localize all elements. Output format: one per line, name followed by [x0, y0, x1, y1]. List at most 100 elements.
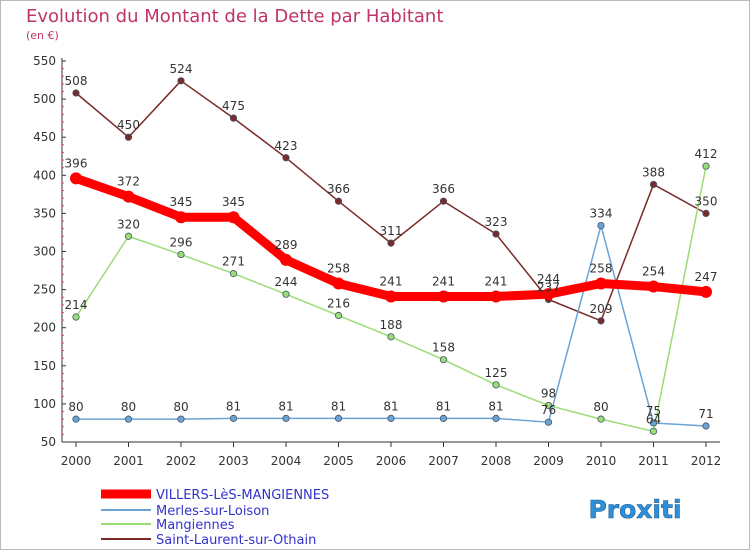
- data-point: [282, 290, 290, 298]
- brand-name: Proxiti: [588, 495, 681, 524]
- data-label: 80: [68, 400, 83, 414]
- data-point: [280, 253, 292, 266]
- data-point: [649, 427, 658, 435]
- y-tick-label: 250: [33, 283, 56, 297]
- data-label: 98: [541, 386, 556, 400]
- data-label: 372: [117, 175, 140, 189]
- data-label: 80: [173, 400, 188, 414]
- data-point: [229, 114, 238, 122]
- data-label: 323: [485, 215, 508, 229]
- data-point: [437, 290, 450, 303]
- data-point: [385, 290, 397, 303]
- data-label: 241: [432, 274, 455, 288]
- data-label: 320: [117, 217, 140, 231]
- legend-label: VILLERS-LèS-MANGIENNES: [156, 488, 329, 503]
- x-tick-label: 2012: [691, 454, 722, 468]
- labels-layer: 508 450 524 475 423 366 311 366 323 237 209 388 350 2…: [65, 62, 718, 427]
- y-tick-label: 150: [33, 359, 56, 373]
- y-tick-label: 450: [33, 130, 56, 144]
- data-point: [492, 230, 500, 238]
- data-point: [334, 414, 343, 422]
- data-label: 423: [275, 139, 298, 153]
- data-label: 64: [646, 412, 661, 426]
- data-point: [334, 197, 343, 205]
- data-point: [122, 190, 135, 203]
- data-point: [387, 333, 395, 341]
- data-point: [439, 356, 448, 364]
- data-point: [72, 89, 80, 97]
- data-point: [542, 288, 555, 301]
- data-label: 188: [380, 318, 403, 332]
- data-label: 125: [485, 366, 508, 380]
- data-label: 81: [383, 399, 398, 413]
- data-label: 80: [121, 400, 136, 414]
- data-point: [490, 290, 502, 303]
- data-point: [282, 414, 290, 422]
- data-point: [72, 415, 80, 423]
- data-point: [282, 154, 290, 162]
- data-point: [595, 277, 607, 290]
- y-tick-label: 50: [41, 435, 56, 449]
- data-label: 388: [642, 165, 665, 179]
- data-label: 334: [590, 207, 613, 221]
- data-label: 296: [170, 236, 193, 250]
- data-point: [649, 180, 658, 189]
- data-label: 81: [436, 399, 451, 413]
- data-point: [177, 415, 185, 423]
- data-point: [597, 317, 605, 325]
- data-point: [70, 172, 82, 185]
- x-tick-label: 2010: [586, 454, 617, 468]
- data-label: 71: [698, 407, 713, 421]
- chart-title: Evolution du Montant de la Dette par Hab…: [26, 6, 443, 27]
- data-label: 311: [380, 224, 403, 238]
- legend-label: Saint-Laurent-sur-Othain: [156, 533, 316, 548]
- data-point: [597, 415, 605, 423]
- data-label: 241: [380, 274, 403, 288]
- x-tick-label: 2008: [481, 454, 512, 468]
- data-label: 524: [170, 62, 193, 76]
- data-point: [175, 211, 187, 224]
- x-tick-label: 2004: [271, 454, 302, 468]
- data-point: [124, 415, 133, 423]
- data-point: [334, 311, 343, 320]
- data-label: 237: [537, 281, 560, 295]
- data-point: [700, 285, 712, 298]
- data-label: 345: [170, 195, 193, 209]
- chart-subtitle: (en €): [26, 29, 59, 42]
- x-tick-label: 2001: [113, 454, 144, 468]
- data-label: 81: [331, 399, 346, 413]
- data-label: 158: [432, 341, 455, 355]
- data-point: [647, 280, 660, 293]
- y-tick-label: 350: [33, 206, 56, 220]
- x-tick-label: 2005: [323, 454, 354, 468]
- data-point: [702, 422, 710, 430]
- data-label: 289: [275, 238, 298, 252]
- y-ticks: 50 100 150 200 250 300 350 400 450 500 550: [33, 54, 66, 449]
- y-tick-label: 550: [33, 54, 56, 68]
- data-point: [492, 381, 500, 389]
- data-point: [177, 77, 185, 85]
- data-point: [702, 209, 710, 217]
- x-tick-label: 2002: [166, 454, 197, 468]
- data-label: 345: [222, 195, 245, 209]
- legend: VILLERS-LèS-MANGIENNESMerles-sur-LoisonM…: [101, 488, 329, 548]
- data-point: [439, 414, 448, 422]
- data-label: 244: [275, 275, 298, 289]
- data-label: 258: [327, 262, 350, 276]
- data-point: [544, 401, 553, 410]
- data-point: [702, 162, 710, 170]
- data-point: [492, 414, 500, 422]
- data-label: 475: [222, 99, 245, 113]
- data-point: [229, 414, 238, 422]
- y-tick-label: 300: [33, 245, 56, 259]
- data-label: 366: [432, 182, 455, 196]
- y-tick-label: 200: [33, 321, 56, 335]
- data-label: 244: [537, 272, 560, 286]
- series-layer: [70, 77, 712, 435]
- data-label: 75: [646, 404, 661, 418]
- x-tick-label: 2009: [533, 454, 564, 468]
- legend-label: Merles-sur-Loison: [156, 504, 269, 519]
- data-label: 254: [642, 265, 665, 279]
- x-tick-label: 2000: [61, 454, 92, 468]
